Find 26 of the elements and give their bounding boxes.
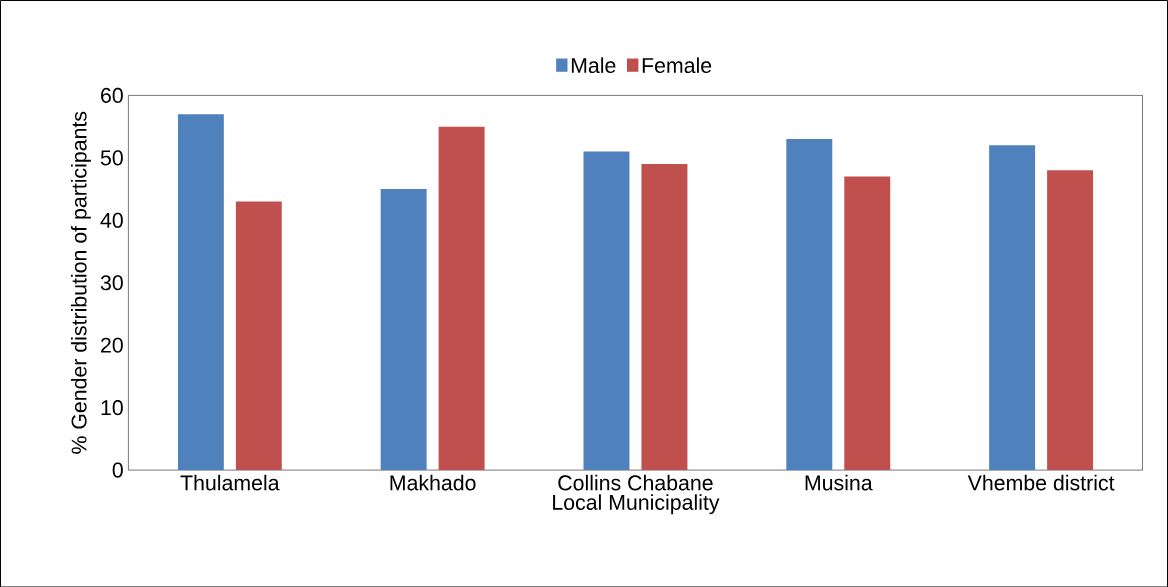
bar [177, 113, 224, 470]
y-tick-label: 20 [101, 337, 123, 353]
bar [989, 145, 1036, 470]
legend-label: Male [571, 57, 616, 73]
y-tick-label: 0 [112, 462, 123, 478]
bar [438, 126, 485, 470]
bar [583, 151, 630, 470]
x-tick-label: Makhado [390, 474, 476, 491]
bar [786, 138, 833, 470]
x-tick-label: Vhembe district [967, 474, 1115, 491]
bar [641, 163, 688, 470]
y-tick-label: 30 [100, 274, 123, 291]
x-axis-title: Local Municipality [553, 494, 720, 514]
y-tick-label: 40 [100, 212, 123, 228]
y-tick-label: 50 [100, 150, 123, 166]
y-axis-title: % Gender distribution of participants [70, 111, 91, 454]
y-tick-label: 60 [101, 87, 123, 103]
x-tick-label: Collins Chabane [558, 474, 713, 491]
x-tick-label: Thulamela [180, 474, 280, 491]
bar [380, 188, 427, 470]
legend-label: Female [642, 57, 712, 73]
bar [235, 201, 282, 470]
bar [1047, 170, 1094, 470]
x-tick-label: Musina [805, 474, 873, 491]
y-tick-label: 10 [101, 399, 123, 415]
bar [844, 176, 891, 470]
